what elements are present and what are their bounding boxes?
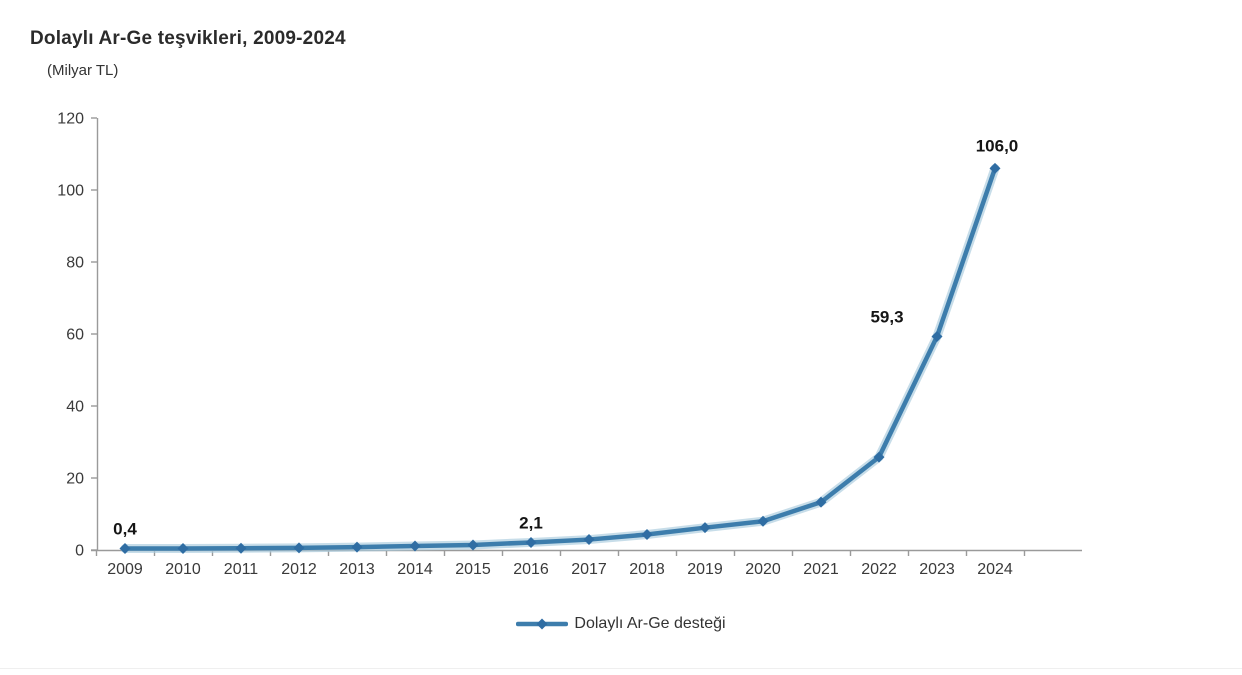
svg-text:0,4: 0,4 [113, 520, 137, 539]
svg-text:2009: 2009 [107, 561, 143, 578]
svg-text:2021: 2021 [803, 561, 839, 578]
chart-unit-label: (Milyar TL) [47, 62, 119, 79]
chart-title: Dolaylı Ar-Ge teşvikleri, 2009-2024 [30, 28, 346, 49]
legend-line-icon [516, 618, 569, 630]
svg-text:80: 80 [66, 255, 84, 272]
svg-text:2012: 2012 [281, 561, 317, 578]
legend: Dolaylı Ar-Ge desteği [0, 615, 1242, 633]
svg-text:2022: 2022 [861, 561, 897, 578]
svg-text:106,0: 106,0 [976, 136, 1019, 155]
svg-text:2015: 2015 [455, 561, 491, 578]
svg-text:2011: 2011 [224, 561, 259, 578]
svg-text:0: 0 [75, 543, 84, 560]
svg-text:2,1: 2,1 [519, 513, 543, 532]
svg-text:2023: 2023 [919, 561, 955, 578]
svg-text:2014: 2014 [397, 561, 433, 578]
line-chart: 0 20 40 60 80 100 120 2009 2010 2011 2012 2013 2014 2… [57, 111, 1082, 578]
svg-text:2010: 2010 [165, 561, 201, 578]
svg-text:2017: 2017 [571, 561, 607, 578]
svg-text:40: 40 [66, 399, 84, 416]
svg-text:2013: 2013 [339, 561, 375, 578]
svg-text:100: 100 [57, 183, 84, 200]
legend-label: Dolaylı Ar-Ge desteği [574, 615, 726, 632]
svg-text:2016: 2016 [513, 561, 549, 578]
svg-text:2024: 2024 [977, 561, 1013, 578]
svg-text:60: 60 [66, 327, 84, 344]
svg-text:2019: 2019 [687, 561, 723, 578]
svg-text:2020: 2020 [745, 561, 781, 578]
svg-text:20: 20 [66, 471, 84, 488]
svg-text:59,3: 59,3 [870, 308, 903, 327]
svg-text:120: 120 [57, 111, 84, 128]
svg-text:2018: 2018 [629, 561, 665, 578]
bottom-divider [0, 668, 1242, 669]
